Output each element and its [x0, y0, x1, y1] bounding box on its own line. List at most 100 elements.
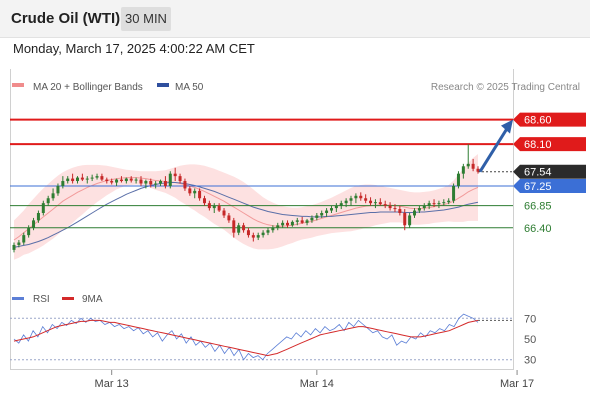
bollinger-band — [14, 154, 478, 260]
candle-body — [188, 188, 192, 194]
target-arrow-shaft — [478, 127, 509, 173]
chart-frame — [10, 69, 514, 370]
candle-body — [105, 179, 109, 182]
candle-body — [154, 183, 158, 185]
level-label-66-85: 66.85 — [524, 201, 552, 213]
level-label-68-60: 68.60 — [524, 115, 552, 127]
candle-body — [408, 215, 412, 226]
candle-body — [183, 181, 187, 189]
candle-body — [95, 176, 99, 178]
candle-body — [383, 204, 387, 206]
candle-body — [349, 198, 353, 201]
candle-body — [193, 190, 197, 194]
level-tag-67-25 — [513, 178, 586, 193]
candle-body — [432, 203, 436, 205]
target-arrow-head — [501, 119, 513, 134]
candle-body — [251, 235, 255, 238]
candle-body — [41, 203, 45, 213]
legend-label-ma20: MA 20 + Bollinger Bands — [33, 82, 143, 93]
candle-body — [413, 210, 417, 216]
candle-body — [71, 178, 75, 182]
candle-body — [227, 215, 231, 221]
candle-body — [56, 185, 60, 194]
legend-label-9ma: 9MA — [82, 294, 103, 305]
candle-body — [115, 179, 119, 183]
candle-body — [242, 225, 246, 231]
candle-body — [354, 195, 358, 199]
candle-body — [66, 178, 70, 182]
x-tick-label: Mar 14 — [300, 378, 334, 390]
candle-body — [271, 227, 275, 231]
candle-body — [466, 163, 470, 167]
candle-body — [237, 225, 241, 233]
copyright-text: Research © 2025 Trading Central — [431, 82, 580, 93]
candle-body — [207, 203, 211, 209]
level-label-68-10: 68.10 — [524, 139, 552, 151]
candle-body — [456, 173, 460, 186]
candle-body — [80, 177, 84, 180]
rsi-tick-30: 30 — [524, 355, 536, 367]
candle-body — [12, 244, 16, 250]
level-label-66-40: 66.40 — [524, 223, 552, 235]
candle-body — [452, 185, 456, 201]
candle-body — [222, 210, 226, 216]
level-tag-68-10 — [513, 137, 586, 152]
chart-header: Crude Oil (WTI) 30 MIN — [0, 0, 590, 38]
candle-body — [281, 222, 285, 226]
candle-body — [134, 179, 138, 181]
candle-body — [51, 193, 55, 199]
rsi-tick-70: 70 — [524, 313, 536, 325]
candle-body — [422, 205, 426, 209]
candle-body — [320, 213, 324, 216]
candle-body — [32, 220, 36, 228]
candle-body — [339, 203, 343, 206]
candle-body — [393, 208, 397, 210]
candle-body — [310, 217, 314, 221]
candle-body — [139, 179, 143, 184]
candle-body — [388, 205, 392, 209]
level-label-67-54: 67.54 — [524, 167, 552, 179]
x-tick-label: Mar 13 — [95, 378, 129, 390]
legend-swatch-ma20 — [12, 83, 24, 87]
candle-body — [110, 181, 114, 183]
candle-body — [119, 179, 123, 182]
candle-body — [364, 198, 368, 201]
candle-body — [149, 181, 153, 185]
candle-body — [344, 200, 348, 204]
candle-body — [329, 208, 333, 211]
candle-body — [359, 195, 363, 199]
candle-body — [27, 227, 31, 236]
candle-body — [378, 202, 382, 205]
candle-body — [300, 220, 304, 223]
candle-body — [178, 176, 182, 182]
candle-body — [325, 210, 329, 213]
candle-body — [90, 177, 94, 179]
candle-body — [373, 202, 377, 204]
candle-body — [369, 200, 373, 204]
candle-body — [447, 200, 451, 203]
legend-swatch-ma50 — [157, 83, 169, 87]
candle-body — [198, 190, 202, 199]
candle-body — [46, 198, 50, 204]
candle-body — [202, 198, 206, 204]
candle-body — [427, 203, 431, 206]
candle-body — [437, 203, 441, 205]
candle-body — [36, 213, 40, 221]
timeframe-button[interactable]: 30 MIN — [121, 7, 171, 31]
legend-label-rsi: RSI — [33, 294, 50, 305]
candle-body — [163, 181, 167, 186]
candle-body — [261, 232, 265, 236]
candle-body — [286, 222, 290, 226]
legend-swatch-9ma — [62, 297, 74, 300]
candle-body — [295, 220, 299, 222]
candle-body — [75, 177, 79, 182]
candle-body — [334, 205, 338, 209]
candle-body — [100, 176, 104, 180]
candle-body — [471, 163, 475, 169]
candle-body — [476, 168, 480, 172]
instrument-title: Crude Oil (WTI) — [11, 10, 121, 27]
rsi-ma-line — [13, 319, 479, 357]
level-label-67-25: 67.25 — [524, 181, 552, 193]
candle-body — [168, 173, 172, 186]
